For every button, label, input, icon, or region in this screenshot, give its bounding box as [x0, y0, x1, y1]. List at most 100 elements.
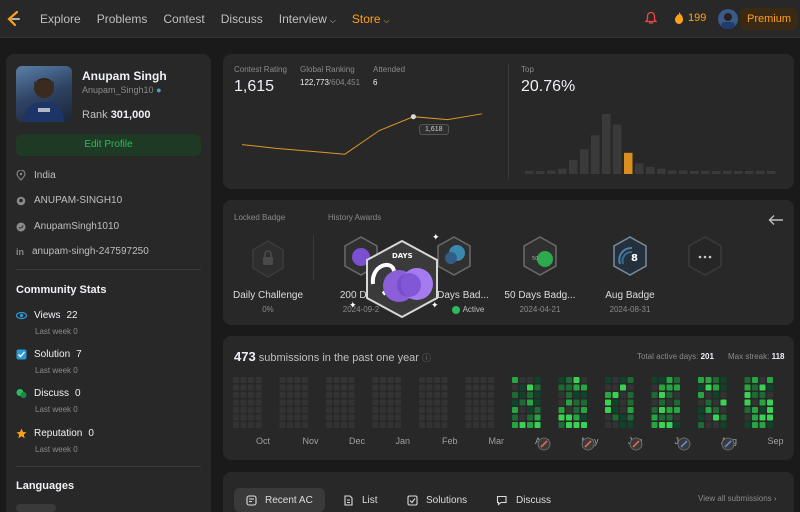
heatmap-cell[interactable] — [620, 414, 626, 421]
heatmap-cell[interactable] — [558, 384, 565, 391]
heatmap-cell[interactable] — [767, 414, 773, 421]
heatmap-cell[interactable] — [674, 384, 680, 391]
heatmap-cell[interactable] — [302, 399, 308, 406]
heatmap-cell[interactable] — [387, 422, 394, 428]
heatmap-cell[interactable] — [333, 414, 340, 421]
heatmap-cell[interactable] — [279, 414, 286, 421]
heatmap-cell[interactable] — [248, 399, 254, 406]
heatmap-cell[interactable] — [581, 422, 587, 428]
heatmap-cell[interactable] — [294, 407, 301, 413]
heatmap-cell[interactable] — [326, 377, 332, 383]
heatmap-cell[interactable] — [426, 407, 433, 413]
heatmap-cell[interactable] — [713, 399, 719, 406]
heatmap-cell[interactable] — [488, 422, 494, 428]
heatmap-cell[interactable] — [620, 377, 626, 383]
heatmap-cell[interactable] — [752, 384, 758, 391]
heatmap-cell[interactable] — [248, 407, 254, 413]
heatmap-cell[interactable] — [488, 392, 494, 398]
heatmap-cell[interactable] — [426, 422, 433, 428]
heatmap-cell[interactable] — [434, 377, 440, 383]
nav-contest[interactable]: Contest — [163, 12, 205, 26]
heatmap-cell[interactable] — [767, 384, 773, 391]
heatmap-cell[interactable] — [527, 414, 533, 421]
heatmap-cell[interactable] — [233, 399, 239, 406]
heatmap-cell[interactable] — [612, 377, 619, 383]
heatmap-cell[interactable] — [333, 407, 340, 413]
heatmap-cell[interactable] — [419, 399, 425, 406]
heatmap-cell[interactable] — [519, 399, 526, 406]
heatmap-cell[interactable] — [512, 377, 518, 383]
heatmap-cell[interactable] — [480, 399, 487, 406]
heatmap-cell[interactable] — [380, 414, 386, 421]
heatmap-cell[interactable] — [573, 414, 580, 421]
heatmap-cell[interactable] — [527, 392, 533, 398]
heatmap-cell[interactable] — [573, 422, 580, 428]
heatmap-cell[interactable] — [705, 399, 712, 406]
heatmap-cell[interactable] — [441, 392, 448, 398]
heatmap-cell[interactable] — [620, 422, 626, 428]
heatmap-cell[interactable] — [341, 407, 347, 413]
heatmap-cell[interactable] — [294, 414, 301, 421]
heatmap-cell[interactable] — [341, 414, 347, 421]
heatmap-cell[interactable] — [480, 407, 487, 413]
heatmap-cell[interactable] — [465, 407, 472, 413]
heatmap-cell[interactable] — [666, 384, 673, 391]
heatmap-cell[interactable] — [744, 422, 751, 428]
heatmap-cell[interactable] — [512, 399, 518, 406]
heatmap-cell[interactable] — [465, 377, 472, 383]
heatmap-cell[interactable] — [759, 377, 766, 383]
heatmap-cell[interactable] — [698, 407, 704, 413]
heatmap-cell[interactable] — [534, 384, 541, 391]
heatmap-cell[interactable] — [605, 422, 611, 428]
heatmap-cell[interactable] — [395, 407, 401, 413]
heatmap-cell[interactable] — [612, 407, 619, 413]
heatmap-cell[interactable] — [441, 377, 448, 383]
arrow-left-icon[interactable] — [768, 214, 784, 226]
heatmap-cell[interactable] — [395, 422, 401, 428]
heatmap-cell[interactable] — [666, 422, 673, 428]
heatmap-cell[interactable] — [395, 384, 401, 391]
heatmap-cell[interactable] — [488, 377, 494, 383]
heatmap-cell[interactable] — [395, 392, 401, 398]
heatmap-cell[interactable] — [473, 384, 479, 391]
heatmap-cell[interactable] — [527, 407, 533, 413]
heatmap-cell[interactable] — [752, 377, 758, 383]
heatmap-cell[interactable] — [651, 422, 658, 428]
heatmap-cell[interactable] — [465, 392, 472, 398]
heatmap-cell[interactable] — [372, 392, 379, 398]
heatmap-cell[interactable] — [326, 384, 332, 391]
heatmap-cell[interactable] — [333, 377, 340, 383]
heatmap-cell[interactable] — [558, 407, 565, 413]
heatmap-cell[interactable] — [534, 392, 541, 398]
heatmap-cell[interactable] — [480, 392, 487, 398]
heatmap-cell[interactable] — [302, 414, 308, 421]
heatmap-cell[interactable] — [627, 377, 634, 383]
heatmap-cell[interactable] — [255, 384, 262, 391]
heatmap-cell[interactable] — [698, 414, 704, 421]
heatmap-cell[interactable] — [566, 399, 572, 406]
heatmap-cell[interactable] — [348, 377, 355, 383]
heatmap-cell[interactable] — [713, 384, 719, 391]
heatmap-cell[interactable] — [348, 399, 355, 406]
heatmap-cell[interactable] — [380, 377, 386, 383]
heatmap-cell[interactable] — [240, 384, 247, 391]
heatmap-cell[interactable] — [333, 399, 340, 406]
heatmap-cell[interactable] — [759, 384, 766, 391]
heatmap-cell[interactable] — [294, 422, 301, 428]
heatmap-cell[interactable] — [240, 392, 247, 398]
heatmap-cell[interactable] — [581, 414, 587, 421]
heatmap-cell[interactable] — [713, 414, 719, 421]
heatmap-cell[interactable] — [441, 399, 448, 406]
heatmap-cell[interactable] — [519, 377, 526, 383]
heatmap-cell[interactable] — [519, 392, 526, 398]
avatar[interactable] — [718, 9, 738, 29]
heatmap-cell[interactable] — [659, 407, 665, 413]
heatmap-cell[interactable] — [380, 399, 386, 406]
heatmap-cell[interactable] — [426, 384, 433, 391]
heatmap-cell[interactable] — [519, 422, 526, 428]
heatmap-cell[interactable] — [720, 392, 727, 398]
heatmap-cell[interactable] — [651, 414, 658, 421]
heatmap-cell[interactable] — [426, 392, 433, 398]
heatmap-cell[interactable] — [744, 399, 751, 406]
heatmap-cell[interactable] — [512, 407, 518, 413]
